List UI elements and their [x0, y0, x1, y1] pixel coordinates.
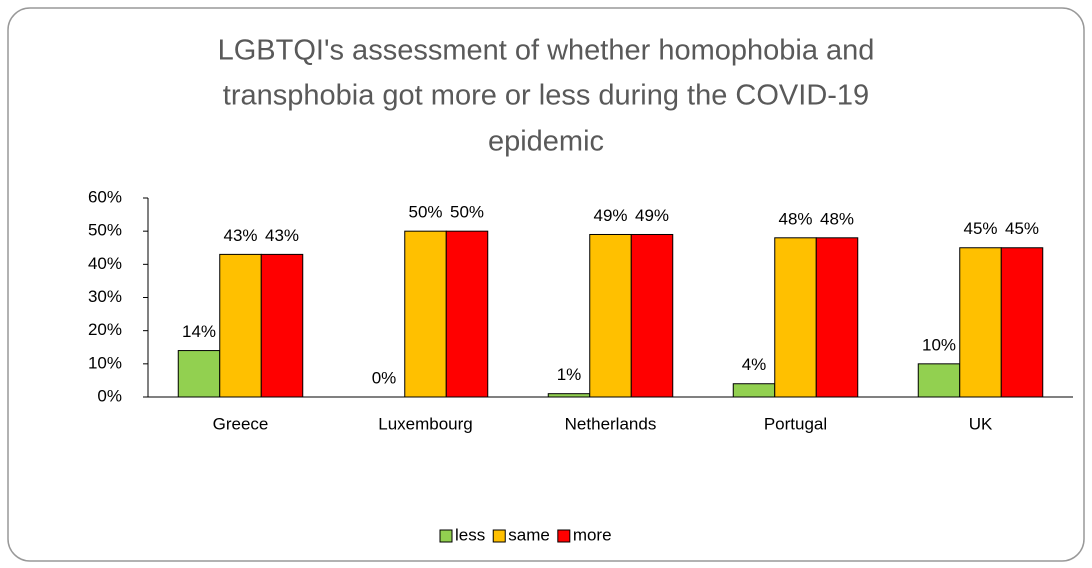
data-label: 43%	[265, 226, 299, 245]
x-tick-label: Portugal	[764, 414, 827, 433]
chart-title: epidemic	[488, 126, 604, 158]
x-tick-label: Greece	[213, 414, 269, 433]
bar	[404, 230, 447, 398]
legend-swatch	[439, 529, 453, 543]
data-label: 49%	[635, 206, 669, 225]
bar	[177, 350, 221, 398]
y-tick-label: 30%	[88, 287, 122, 306]
bar	[589, 233, 632, 398]
data-label: 14%	[182, 322, 216, 341]
legend-swatch	[492, 529, 506, 543]
y-tick-label: 10%	[88, 353, 122, 372]
data-label: 0%	[372, 368, 397, 387]
data-label: 49%	[593, 206, 627, 225]
bar	[630, 233, 674, 398]
legend-label: same	[508, 525, 550, 544]
y-tick-label: 20%	[88, 320, 122, 339]
y-tick-label: 50%	[88, 221, 122, 240]
bar	[260, 253, 304, 398]
legend-swatch	[557, 529, 571, 543]
x-tick-label: UK	[969, 414, 993, 433]
legend-label: more	[573, 525, 612, 544]
data-label: 45%	[1005, 219, 1039, 238]
chart-frame	[7, 7, 1085, 562]
bar	[917, 363, 961, 398]
data-label: 45%	[963, 219, 997, 238]
x-tick-label: Luxembourg	[378, 414, 473, 433]
x-tick-label: Netherlands	[565, 414, 657, 433]
data-label: 1%	[557, 365, 582, 384]
y-tick-label: 40%	[88, 254, 122, 273]
data-label: 50%	[408, 203, 442, 222]
y-tick-label: 60%	[88, 187, 122, 206]
bar	[547, 393, 591, 398]
chart-title: LGBTQI's assessment of whether homophobi…	[218, 35, 875, 67]
bar	[815, 237, 859, 398]
data-label: 48%	[778, 209, 812, 228]
data-label: 50%	[450, 203, 484, 222]
bar	[219, 253, 262, 398]
bar	[959, 247, 1002, 398]
bar	[774, 237, 817, 398]
data-label: 4%	[742, 355, 767, 374]
bar	[1000, 247, 1044, 398]
bar	[732, 383, 776, 398]
bar	[445, 230, 489, 398]
legend-label: less	[455, 525, 485, 544]
data-label: 48%	[820, 209, 854, 228]
data-label: 43%	[223, 226, 257, 245]
data-label: 10%	[922, 335, 956, 354]
y-tick-label: 0%	[97, 386, 122, 405]
chart-title: transphobia got more or less during the …	[223, 80, 869, 112]
